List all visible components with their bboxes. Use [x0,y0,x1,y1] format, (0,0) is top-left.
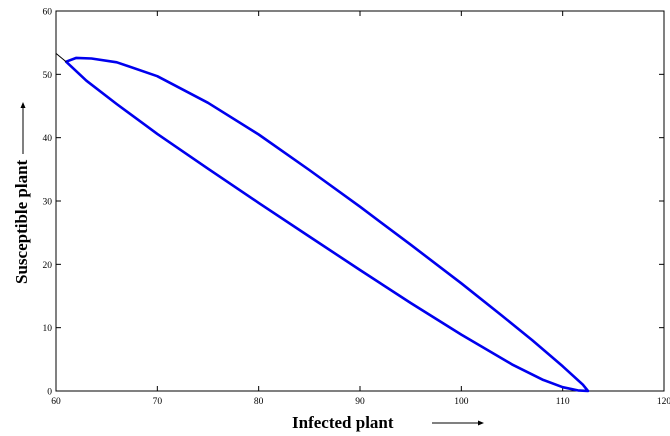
y-axis-arrow [20,102,26,154]
y-tick-label: 50 [43,71,53,81]
x-tick-label: 120 [657,397,670,407]
x-axis-arrow [432,420,484,426]
x-tick-label: 100 [454,397,469,407]
y-tick-label: 60 [43,8,53,18]
axis-ticks [55,10,665,392]
x-axis-title: Infected plant [292,413,394,432]
x-tick-label: 60 [51,397,61,407]
y-axis-title: Susceptible plant [12,159,31,284]
y-tick-label: 0 [47,388,52,398]
y-tick-label: 30 [43,198,53,208]
x-tick-label: 80 [254,397,264,407]
axis-tick-labels: 60 70 80 90 100 110 120 0 10 20 30 40 50 60 [43,8,670,408]
y-tick-label: 40 [43,134,53,144]
x-tick-label: 70 [153,397,163,407]
x-tick-label: 110 [556,397,570,407]
series-group [55,52,590,393]
series-trajectory-tail [55,52,67,63]
y-tick-label: 10 [43,324,53,334]
x-tick-label: 90 [355,397,365,407]
plot-frame [55,10,665,392]
y-tick-label: 20 [43,261,53,271]
series-trajectory-loop [64,56,590,393]
